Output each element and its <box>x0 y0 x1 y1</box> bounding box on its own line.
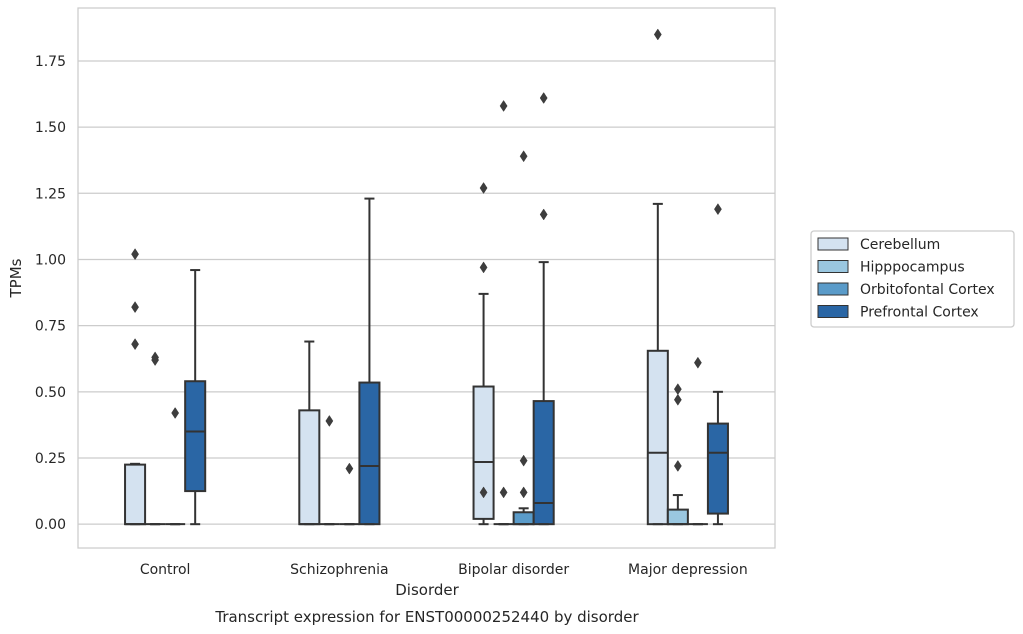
x-tick-label: Bipolar disorder <box>458 562 569 578</box>
plot-area-background <box>78 8 775 548</box>
series-orbitofontal-cortex <box>165 150 708 526</box>
outlier-point <box>499 99 508 112</box>
outlier-point <box>519 150 528 163</box>
y-tick-label: 0.25 <box>35 451 66 467</box>
series-prefrontal-cortex <box>184 92 729 526</box>
box <box>339 462 360 526</box>
box <box>666 383 689 526</box>
outlier-point <box>673 459 682 472</box>
x-tick-labels: Control Schizophrenia Bipolar disorder Majo… <box>140 562 748 578</box>
box-body <box>646 349 669 526</box>
plot-area-frame <box>77 7 776 549</box>
outlier-point <box>325 414 334 427</box>
outlier-point <box>539 208 548 221</box>
legend-label: Cerebellum <box>860 237 940 253</box>
box-body <box>298 409 321 526</box>
y-tick-label: 0.75 <box>35 319 66 335</box>
box-body <box>512 511 535 526</box>
legend-swatch <box>817 305 849 318</box>
box-body <box>532 400 555 526</box>
y-tick-label: 1.00 <box>35 252 66 268</box>
box <box>532 92 555 526</box>
legend: Cerebellum Hipppocampus Orbitofontal Corte… <box>810 230 1015 328</box>
legend-item: Prefrontal Cortex <box>817 305 979 321</box>
legend-item: Orbitofontal Cortex <box>817 282 995 298</box>
box-body <box>124 463 147 526</box>
x-tick-label: Major depression <box>628 562 748 578</box>
box-body <box>358 381 381 526</box>
outlier-point <box>519 486 528 499</box>
outlier-point <box>131 338 139 351</box>
outlier-point <box>693 356 702 369</box>
legend-frame <box>810 230 1015 328</box>
outlier-point <box>673 393 682 406</box>
outlier-point <box>479 486 488 499</box>
outlier-point <box>131 301 139 314</box>
outlier-point <box>499 486 508 499</box>
box <box>124 248 147 526</box>
x-axis-title: Disorder <box>395 581 459 599</box>
outlier-point <box>479 261 488 274</box>
box-body <box>472 385 495 520</box>
y-tick-label: 1.25 <box>35 186 66 202</box>
outlier-point <box>131 248 139 261</box>
box <box>493 99 514 526</box>
outlier-point <box>171 407 180 419</box>
x-tick-label: Schizophrenia <box>290 562 388 578</box>
y-tick-labels: 0.00 0.25 0.50 0.75 1.00 1.25 1.50 1.75 <box>35 54 66 533</box>
outlier-point <box>479 182 488 194</box>
outlier-point <box>151 354 160 367</box>
box <box>646 28 669 526</box>
box-series <box>124 28 729 526</box>
legend-label: Orbitofontal Cortex <box>860 282 995 298</box>
box <box>358 197 381 526</box>
legend-label: Hipppocampus <box>860 260 965 276</box>
outlier-point <box>714 203 722 216</box>
chart-title: Transcript expression for ENST0000025244… <box>214 608 639 626</box>
box <box>165 407 186 526</box>
y-axis-title: TPMs <box>7 258 25 298</box>
box <box>472 182 495 526</box>
legend-item: Cerebellum <box>817 237 940 253</box>
box-body <box>706 422 729 515</box>
box <box>145 351 166 526</box>
legend-label: Prefrontal Cortex <box>860 305 979 321</box>
outlier-point <box>519 454 528 467</box>
legend-swatch <box>817 237 849 251</box>
series-hipppocampus <box>145 99 689 526</box>
outlier-point <box>345 462 354 475</box>
box-body <box>184 380 207 493</box>
series-cerebellum <box>124 28 669 526</box>
box <box>706 203 729 526</box>
y-tick-label: 0.50 <box>35 385 66 401</box>
box <box>512 150 535 526</box>
y-tick-label: 1.75 <box>35 54 66 70</box>
x-tick-label: Control <box>140 562 191 578</box>
legend-swatch <box>817 282 849 296</box>
box-body <box>666 508 689 526</box>
outlier-point <box>539 92 548 104</box>
outlier-point <box>653 28 662 41</box>
legend-item: Hipppocampus <box>817 260 965 276</box>
box <box>184 269 207 526</box>
box <box>687 356 708 526</box>
y-tick-label: 1.50 <box>35 120 66 136</box>
y-tick-label: 0.00 <box>35 517 66 533</box>
box <box>298 340 321 526</box>
box <box>319 414 340 526</box>
legend-swatch <box>817 260 849 273</box>
